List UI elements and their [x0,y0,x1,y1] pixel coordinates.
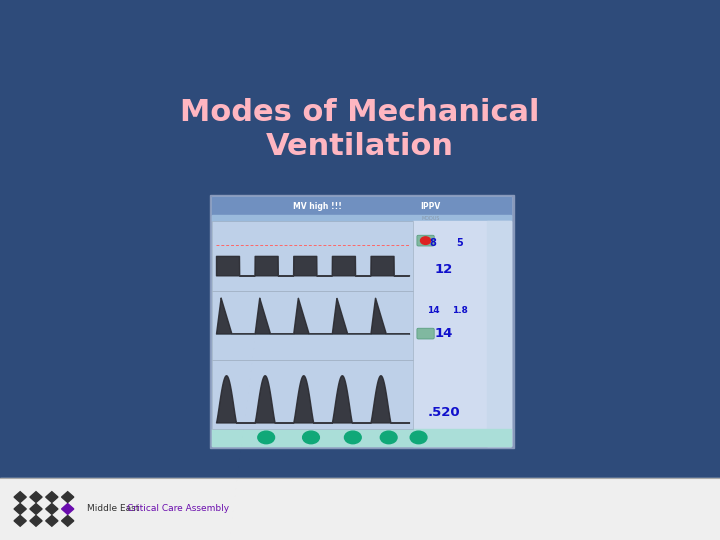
Polygon shape [30,515,42,526]
Text: 8: 8 [429,238,436,248]
Circle shape [302,431,320,444]
FancyBboxPatch shape [417,235,434,246]
Circle shape [258,431,274,444]
Circle shape [420,237,431,245]
Text: Middle East: Middle East [87,504,143,514]
Text: 5: 5 [456,238,463,248]
Bar [212,221,413,291]
Polygon shape [30,503,42,514]
Bar [212,291,413,360]
Polygon shape [14,491,26,502]
Bar [212,215,511,221]
Circle shape [344,431,361,444]
Bar [0,478,720,540]
Polygon shape [14,515,26,526]
Text: 14: 14 [426,306,439,314]
Bar [487,221,511,446]
Polygon shape [46,515,58,526]
Polygon shape [46,503,58,514]
Polygon shape [30,491,42,502]
Text: .520: .520 [428,406,460,419]
Text: IPPV: IPPV [420,201,441,211]
Bar [210,195,514,448]
Bar [212,197,511,215]
Text: MV high !!!: MV high !!! [292,201,341,211]
Polygon shape [14,503,26,514]
Text: Critical Care Assembly: Critical Care Assembly [127,504,230,514]
Bar [212,197,511,446]
Polygon shape [61,515,74,526]
Polygon shape [61,491,74,502]
Bar [212,429,511,445]
Text: 12: 12 [435,264,453,276]
Polygon shape [46,491,58,502]
Polygon shape [61,503,74,514]
Circle shape [380,431,397,444]
Circle shape [410,431,427,444]
Text: Modes of Mechanical
Ventilation: Modes of Mechanical Ventilation [180,98,540,161]
Text: 14: 14 [434,327,453,340]
FancyBboxPatch shape [417,328,434,339]
Bar [413,221,511,446]
Text: MODUS: MODUS [421,215,440,220]
Bar [212,360,413,429]
Text: 1.8: 1.8 [451,306,467,314]
